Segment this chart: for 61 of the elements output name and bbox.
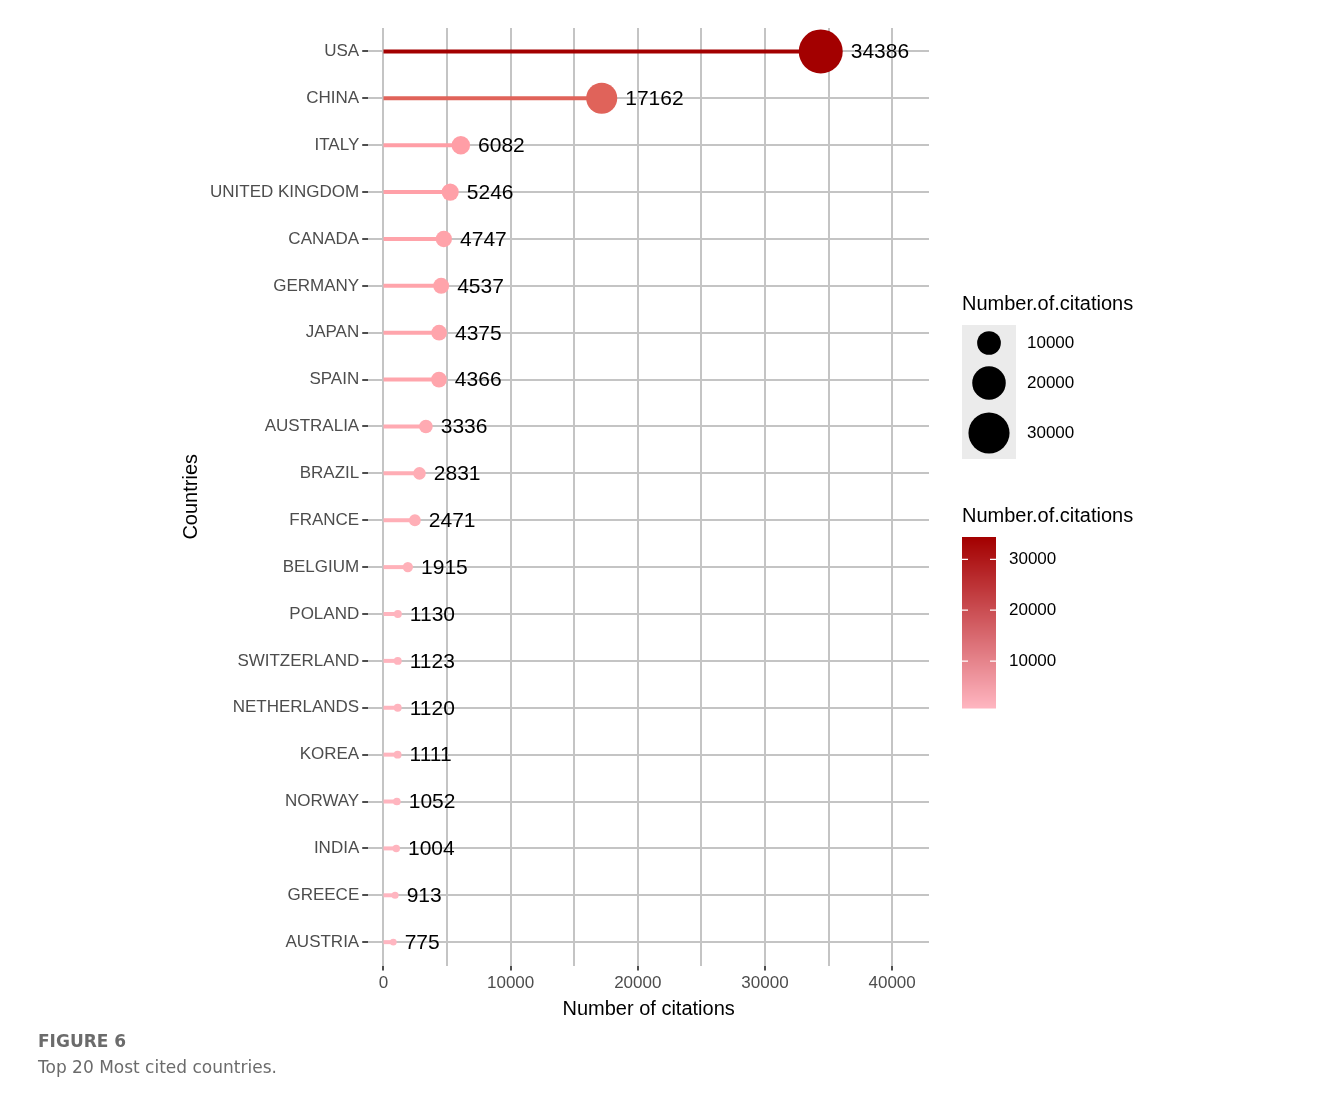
y-tick-label: NORWAY xyxy=(284,791,360,811)
y-axis-title: Countries xyxy=(178,454,201,540)
y-tick-label: JAPAN xyxy=(305,322,360,342)
point xyxy=(413,467,426,480)
x-axis-title: Number of citations xyxy=(562,996,735,1019)
y-tick-label: BRAZIL xyxy=(299,463,360,483)
legend-title: Number.of.citations xyxy=(962,292,1134,314)
data-label: 1130 xyxy=(409,601,456,625)
data-label: 34386 xyxy=(850,39,910,63)
y-tick-label: BELGIUM xyxy=(282,556,360,576)
data-label: 775 xyxy=(404,929,440,953)
legend-label: 20000 xyxy=(1027,372,1075,392)
y-tick-label: POLAND xyxy=(289,603,360,623)
legend-label: 10000 xyxy=(1027,332,1075,352)
x-tick-label: 20000 xyxy=(614,973,662,993)
data-label: 4375 xyxy=(454,320,502,344)
y-tick-label: NETHERLANDS xyxy=(232,697,360,717)
color-bar-title: Number.of.citations xyxy=(962,504,1134,526)
x-tick-label: 0 xyxy=(378,973,389,993)
y-tick-label: SPAIN xyxy=(309,369,360,389)
data-label: 1111 xyxy=(409,742,452,766)
data-label: 3336 xyxy=(440,414,488,438)
point xyxy=(409,514,421,527)
x-tick-label: 30000 xyxy=(741,973,789,993)
x-tick-label: 40000 xyxy=(868,973,916,993)
y-tick-label: UNITED KINGDOM xyxy=(209,181,360,201)
y-tick-label: CHINA xyxy=(306,88,360,108)
y-tick-label: USA xyxy=(324,41,360,61)
y-tick-label: KOREA xyxy=(299,744,360,764)
data-label: 4747 xyxy=(460,226,507,250)
legend-label: 30000 xyxy=(1027,422,1075,442)
caption: FIGURE 6 xyxy=(38,1031,128,1051)
point xyxy=(419,419,433,434)
y-tick-label: AUSTRALIA xyxy=(264,416,360,436)
data-label: 1052 xyxy=(408,789,456,813)
y-tick-label: ITALY xyxy=(314,134,360,154)
color-bar-label: 10000 xyxy=(1009,650,1057,670)
data-label: 1120 xyxy=(409,695,455,719)
y-tick-label: GREECE xyxy=(287,884,360,904)
data-label: 1915 xyxy=(421,554,468,578)
data-label: 913 xyxy=(406,883,442,907)
data-label: 4537 xyxy=(457,273,504,297)
y-tick-label: CANADA xyxy=(288,228,360,248)
data-label: 5246 xyxy=(466,179,514,203)
y-tick-label: SWITZERLAND xyxy=(237,650,360,670)
data-label: 2831 xyxy=(433,461,481,485)
text: Top 20 Most cited countries. xyxy=(38,1057,278,1077)
y-tick-label: INDIA xyxy=(313,838,360,858)
color-bar-label: 30000 xyxy=(1009,549,1057,568)
data-label: 1123 xyxy=(409,648,455,672)
y-tick-label: AUSTRIA xyxy=(285,931,360,951)
point xyxy=(402,561,414,573)
data-label: 4366 xyxy=(454,367,502,391)
color-bar-label: 20000 xyxy=(1009,599,1057,619)
data-label: 17162 xyxy=(625,86,684,110)
data-label: 2471 xyxy=(428,508,476,532)
y-tick-label: FRANCE xyxy=(289,509,360,529)
x-tick-label: 10000 xyxy=(487,973,535,993)
y-tick-label: GERMANY xyxy=(273,275,360,295)
data-label: 1004 xyxy=(408,836,456,860)
data-label: 6082 xyxy=(478,133,525,156)
